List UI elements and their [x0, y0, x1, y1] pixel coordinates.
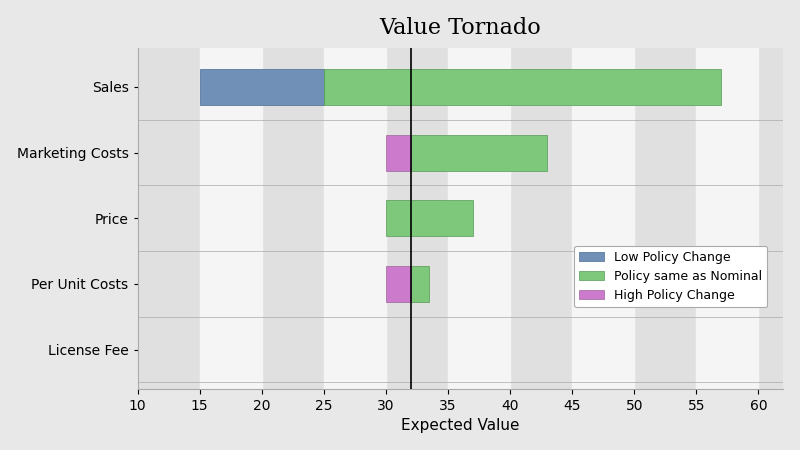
Bar	[386, 266, 410, 302]
Legend: Low Policy Change, Policy same as Nominal, High Policy Change: Low Policy Change, Policy same as Nomina…	[574, 246, 767, 307]
X-axis label: Expected Value: Expected Value	[402, 418, 520, 433]
Bar	[572, 48, 634, 389]
Bar	[697, 48, 758, 389]
Bar	[386, 200, 473, 236]
Bar	[386, 135, 410, 171]
Bar	[410, 266, 430, 302]
Title: Value Tornado: Value Tornado	[379, 17, 542, 39]
Bar	[410, 135, 547, 171]
Bar	[324, 69, 722, 105]
Bar	[200, 48, 262, 389]
Bar	[448, 48, 510, 389]
Bar	[324, 48, 386, 389]
Bar	[200, 69, 324, 105]
